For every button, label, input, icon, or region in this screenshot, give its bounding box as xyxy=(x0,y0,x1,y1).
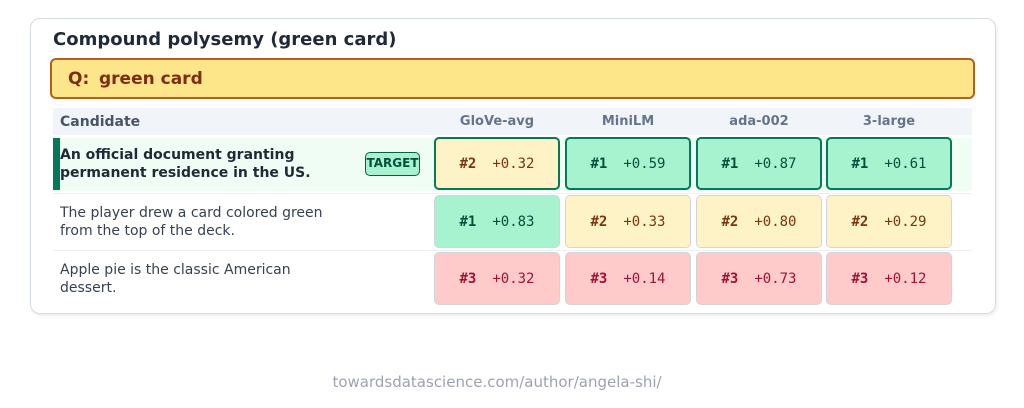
rank: #1 xyxy=(721,155,739,172)
score-cell: #1 +0.59 xyxy=(565,137,691,190)
header-cell: 3-large xyxy=(862,114,916,129)
rank: #3 xyxy=(721,270,739,287)
score-cell: #3 +0.32 xyxy=(434,252,560,305)
header-row xyxy=(53,108,972,135)
header-cell: Candidate xyxy=(60,114,141,130)
header-cell: GloVe-avg xyxy=(459,114,535,129)
rank: #3 xyxy=(459,270,477,287)
rank: #1 xyxy=(459,213,477,230)
score-cell: #3 +0.14 xyxy=(565,252,691,305)
score: +0.32 xyxy=(492,155,535,172)
candidate: Apple pie is the classic American desser… xyxy=(60,262,291,296)
score-cell: #2 +0.29 xyxy=(826,195,952,248)
rank: #1 xyxy=(851,155,869,172)
score-cell: #1 +0.87 xyxy=(696,137,822,190)
score-cell: #2 +0.80 xyxy=(696,195,822,248)
score-cell: #2 +0.33 xyxy=(565,195,691,248)
rank: #3 xyxy=(851,270,869,287)
row-separator xyxy=(53,250,972,251)
query-box xyxy=(50,58,975,99)
score-cell: #1 +0.61 xyxy=(826,137,952,190)
score: +0.73 xyxy=(754,270,797,287)
score: +0.61 xyxy=(884,155,927,172)
card xyxy=(30,18,996,314)
tag: TARGET xyxy=(365,152,420,176)
score-cell: #3 +0.73 xyxy=(696,252,822,305)
rank: #2 xyxy=(459,155,477,172)
query-text: green card xyxy=(99,69,203,89)
rank: #3 xyxy=(590,270,608,287)
score: +0.87 xyxy=(754,155,797,172)
rank: #2 xyxy=(851,213,869,230)
score: +0.12 xyxy=(884,270,927,287)
candidate: An official document granting permanent … xyxy=(60,147,311,181)
score: +0.14 xyxy=(623,270,666,287)
row-marker xyxy=(53,138,60,190)
query-prefix: Q: xyxy=(68,69,90,89)
header-cell: ada-002 xyxy=(729,114,789,129)
score: +0.59 xyxy=(623,155,666,172)
score-cell: #3 +0.12 xyxy=(826,252,952,305)
score: +0.83 xyxy=(492,213,535,230)
score-cell: #1 +0.83 xyxy=(434,195,560,248)
score: +0.80 xyxy=(754,213,797,230)
candidate: The player drew a card colored green fro… xyxy=(60,205,323,239)
row-separator xyxy=(53,193,972,194)
footer: towardsdatascience.com/author/angela-shi… xyxy=(332,373,662,391)
score: +0.32 xyxy=(492,270,535,287)
score: +0.29 xyxy=(884,213,927,230)
rank: #2 xyxy=(721,213,739,230)
score-cell: #2 +0.32 xyxy=(434,137,560,190)
score: +0.33 xyxy=(623,213,666,230)
title: Compound polysemy (green card) xyxy=(53,29,397,50)
header-cell: MiniLM xyxy=(601,114,655,129)
rank: #1 xyxy=(590,155,608,172)
rank: #2 xyxy=(590,213,608,230)
